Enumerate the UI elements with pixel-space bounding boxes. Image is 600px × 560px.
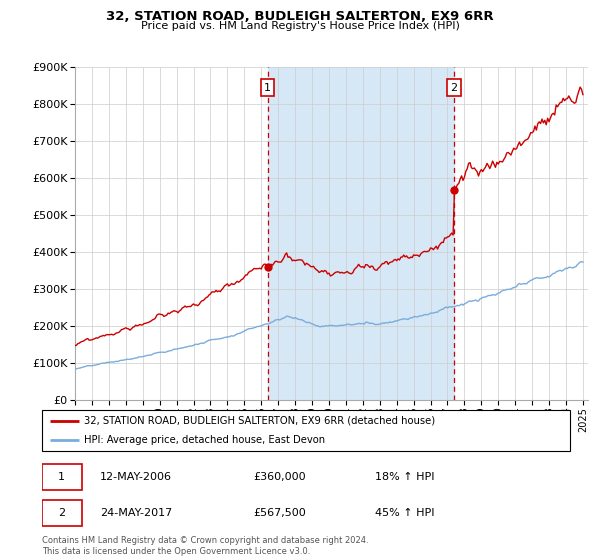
Text: HPI: Average price, detached house, East Devon: HPI: Average price, detached house, East… — [84, 435, 325, 445]
Text: 1: 1 — [58, 472, 65, 482]
Text: Price paid vs. HM Land Registry's House Price Index (HPI): Price paid vs. HM Land Registry's House … — [140, 21, 460, 31]
Text: 32, STATION ROAD, BUDLEIGH SALTERTON, EX9 6RR (detached house): 32, STATION ROAD, BUDLEIGH SALTERTON, EX… — [84, 416, 436, 426]
Text: £360,000: £360,000 — [253, 472, 306, 482]
Text: £567,500: £567,500 — [253, 508, 306, 518]
Text: 24-MAY-2017: 24-MAY-2017 — [100, 508, 172, 518]
Text: 2: 2 — [450, 82, 457, 92]
FancyBboxPatch shape — [42, 464, 82, 490]
Text: 12-MAY-2006: 12-MAY-2006 — [100, 472, 172, 482]
Text: 45% ↑ HPI: 45% ↑ HPI — [374, 508, 434, 518]
Text: 2: 2 — [58, 508, 65, 518]
Text: 18% ↑ HPI: 18% ↑ HPI — [374, 472, 434, 482]
Text: Contains HM Land Registry data © Crown copyright and database right 2024.
This d: Contains HM Land Registry data © Crown c… — [42, 536, 368, 556]
FancyBboxPatch shape — [42, 500, 82, 526]
Text: 1: 1 — [264, 82, 271, 92]
Text: 32, STATION ROAD, BUDLEIGH SALTERTON, EX9 6RR: 32, STATION ROAD, BUDLEIGH SALTERTON, EX… — [106, 10, 494, 23]
Bar — [268, 67, 454, 400]
